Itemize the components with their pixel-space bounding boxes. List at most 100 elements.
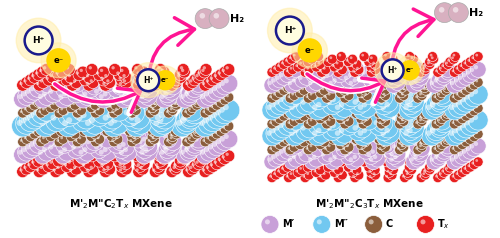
- Circle shape: [282, 113, 302, 133]
- Circle shape: [286, 84, 306, 104]
- Circle shape: [186, 163, 198, 175]
- Circle shape: [336, 140, 345, 149]
- Circle shape: [424, 106, 434, 116]
- Circle shape: [82, 163, 86, 166]
- Circle shape: [82, 129, 84, 131]
- Circle shape: [372, 67, 376, 70]
- Circle shape: [356, 172, 359, 175]
- Circle shape: [304, 119, 314, 129]
- Circle shape: [282, 83, 292, 93]
- Circle shape: [184, 91, 189, 96]
- Circle shape: [453, 7, 458, 13]
- Circle shape: [94, 82, 112, 100]
- Circle shape: [76, 71, 79, 75]
- Circle shape: [412, 69, 428, 85]
- Circle shape: [439, 7, 444, 13]
- Circle shape: [454, 155, 458, 159]
- Circle shape: [390, 167, 394, 170]
- Circle shape: [113, 85, 131, 103]
- Circle shape: [52, 131, 55, 134]
- Circle shape: [64, 137, 68, 142]
- Circle shape: [367, 146, 383, 162]
- Circle shape: [90, 129, 101, 139]
- Circle shape: [434, 123, 440, 128]
- Circle shape: [83, 166, 95, 178]
- Circle shape: [180, 104, 202, 126]
- Circle shape: [290, 67, 292, 70]
- Circle shape: [384, 159, 387, 162]
- Circle shape: [224, 92, 234, 102]
- Circle shape: [134, 155, 146, 167]
- Circle shape: [282, 109, 292, 119]
- Circle shape: [452, 95, 454, 98]
- Circle shape: [44, 94, 46, 97]
- Circle shape: [401, 132, 410, 142]
- Circle shape: [303, 162, 313, 172]
- Circle shape: [86, 103, 97, 113]
- Circle shape: [160, 135, 178, 153]
- Circle shape: [389, 67, 392, 70]
- Circle shape: [108, 99, 130, 121]
- Circle shape: [384, 57, 394, 67]
- Circle shape: [336, 141, 352, 157]
- Circle shape: [80, 112, 86, 118]
- Circle shape: [282, 120, 288, 125]
- Circle shape: [419, 93, 422, 95]
- Circle shape: [43, 66, 46, 69]
- Circle shape: [468, 84, 488, 104]
- Circle shape: [288, 138, 304, 154]
- Circle shape: [98, 150, 103, 155]
- Circle shape: [143, 147, 148, 152]
- Circle shape: [290, 89, 296, 94]
- Circle shape: [469, 54, 479, 64]
- Circle shape: [426, 98, 446, 117]
- Circle shape: [316, 140, 326, 149]
- Circle shape: [410, 81, 414, 85]
- Circle shape: [107, 112, 129, 134]
- Circle shape: [419, 116, 422, 119]
- Text: H⁺: H⁺: [32, 36, 44, 45]
- Circle shape: [266, 123, 286, 143]
- Circle shape: [271, 142, 281, 152]
- Circle shape: [472, 134, 474, 137]
- Circle shape: [312, 98, 332, 117]
- Circle shape: [214, 131, 217, 134]
- Circle shape: [200, 137, 210, 147]
- Circle shape: [336, 64, 352, 80]
- Circle shape: [172, 129, 181, 139]
- Circle shape: [445, 162, 455, 172]
- Circle shape: [119, 82, 122, 85]
- Circle shape: [164, 137, 173, 147]
- Circle shape: [204, 141, 222, 159]
- Circle shape: [158, 107, 164, 113]
- Circle shape: [152, 108, 154, 110]
- Circle shape: [414, 70, 418, 75]
- Circle shape: [185, 89, 190, 94]
- Circle shape: [177, 71, 180, 75]
- Circle shape: [212, 135, 230, 153]
- Circle shape: [395, 84, 415, 104]
- Circle shape: [180, 94, 185, 99]
- Circle shape: [460, 116, 462, 119]
- Circle shape: [48, 50, 70, 71]
- Circle shape: [200, 97, 202, 100]
- Circle shape: [362, 142, 372, 152]
- Circle shape: [42, 91, 47, 96]
- Circle shape: [22, 147, 26, 152]
- Text: H⁺: H⁺: [143, 76, 154, 85]
- Circle shape: [162, 82, 180, 100]
- Circle shape: [423, 88, 426, 90]
- Circle shape: [421, 62, 431, 72]
- Circle shape: [38, 94, 43, 99]
- Circle shape: [348, 138, 364, 154]
- Circle shape: [302, 149, 306, 154]
- Circle shape: [26, 144, 30, 149]
- Circle shape: [89, 117, 95, 123]
- Circle shape: [193, 98, 203, 108]
- Circle shape: [46, 163, 49, 166]
- Circle shape: [328, 83, 338, 93]
- Circle shape: [302, 113, 304, 116]
- Circle shape: [285, 137, 288, 139]
- Circle shape: [434, 97, 440, 102]
- Circle shape: [16, 166, 28, 178]
